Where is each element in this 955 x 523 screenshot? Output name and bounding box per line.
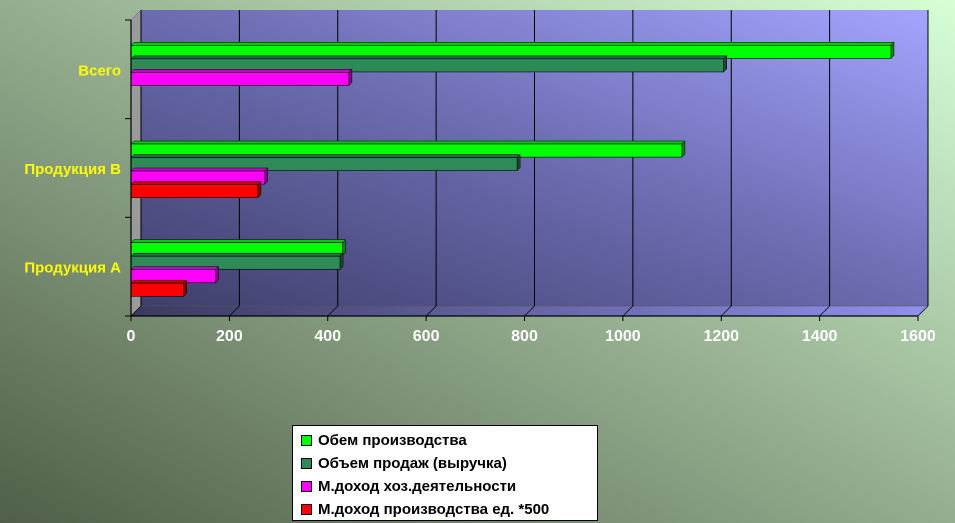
- floor-gridline: [425, 305, 437, 317]
- legend-swatch: [301, 504, 312, 515]
- floor-gridline: [327, 305, 338, 317]
- bar: [130, 279, 188, 297]
- legend-label: М.доход хоз.деятельности: [318, 478, 517, 495]
- bar: [130, 180, 262, 199]
- legend-swatch: [301, 458, 312, 469]
- legend-item-margin-activity: М.доход хоз.деятельности: [301, 475, 597, 498]
- y-category-label: Продукция В: [24, 161, 121, 178]
- legend-swatch: [301, 435, 312, 446]
- legend-swatch: [301, 481, 312, 492]
- legend-item-margin-unit: М.доход производства ед. *500: [301, 498, 597, 521]
- x-tick-label: 1400: [802, 328, 838, 345]
- x-tick-label: 1600: [900, 328, 936, 345]
- bar: [130, 266, 220, 284]
- bar: [130, 140, 686, 158]
- legend-label: Объем продаж (выручка): [318, 455, 507, 472]
- x-tick-label: 0: [127, 328, 136, 345]
- bar: [130, 68, 353, 87]
- axes: [125, 19, 919, 321]
- legend-label: М.доход производства ед. *500: [318, 501, 550, 518]
- legend-label: Обем производства: [318, 432, 467, 449]
- bar: [130, 239, 347, 257]
- legend-item-production: Обем производства: [301, 429, 597, 452]
- floor-gridline: [721, 305, 732, 317]
- x-tick-label: 600: [413, 328, 440, 345]
- y-category-label: Всего: [78, 62, 121, 79]
- floor-gridline: [229, 305, 240, 317]
- floor-gridline: [622, 305, 634, 317]
- floor-gridline: [130, 305, 142, 317]
- legend-item-sales: Объем продаж (выручка): [301, 452, 597, 475]
- x-tick-label: 200: [216, 328, 243, 345]
- y-category-label: Продукция А: [24, 260, 121, 277]
- x-tick-label: 800: [511, 328, 538, 345]
- axis-labels: 0 200 400 600 800 1000 1200 1400 1600 Продукция А…: [24, 62, 936, 345]
- bar: [130, 55, 728, 73]
- floor-gridline: [917, 305, 929, 317]
- x-tick-label: 400: [314, 328, 341, 345]
- x-tick-label: 1200: [703, 328, 739, 345]
- floor-gridline: [524, 305, 535, 317]
- x-tick-label: 1000: [605, 328, 641, 345]
- bar: [130, 153, 521, 172]
- legend: Обем производства Объем продаж (выручка)…: [292, 425, 598, 521]
- floor-gridline: [819, 305, 830, 317]
